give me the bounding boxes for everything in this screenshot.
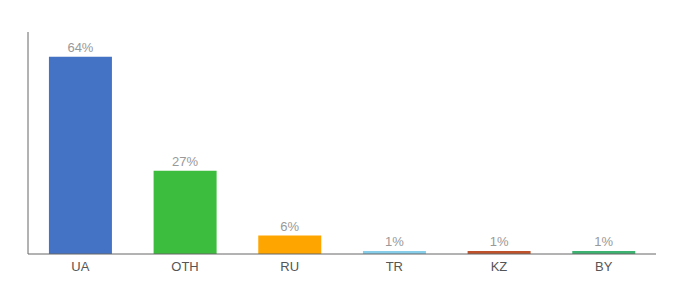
svg-text:OTH: OTH — [171, 259, 198, 274]
svg-text:BY: BY — [595, 259, 613, 274]
svg-text:1%: 1% — [594, 234, 613, 249]
svg-text:UA: UA — [71, 259, 89, 274]
svg-text:1%: 1% — [385, 234, 404, 249]
svg-text:27%: 27% — [172, 154, 198, 169]
svg-text:RU: RU — [280, 259, 299, 274]
svg-text:6%: 6% — [280, 219, 299, 234]
svg-text:64%: 64% — [67, 40, 93, 55]
svg-text:TR: TR — [386, 259, 403, 274]
svg-text:KZ: KZ — [491, 259, 508, 274]
svg-text:1%: 1% — [490, 234, 509, 249]
